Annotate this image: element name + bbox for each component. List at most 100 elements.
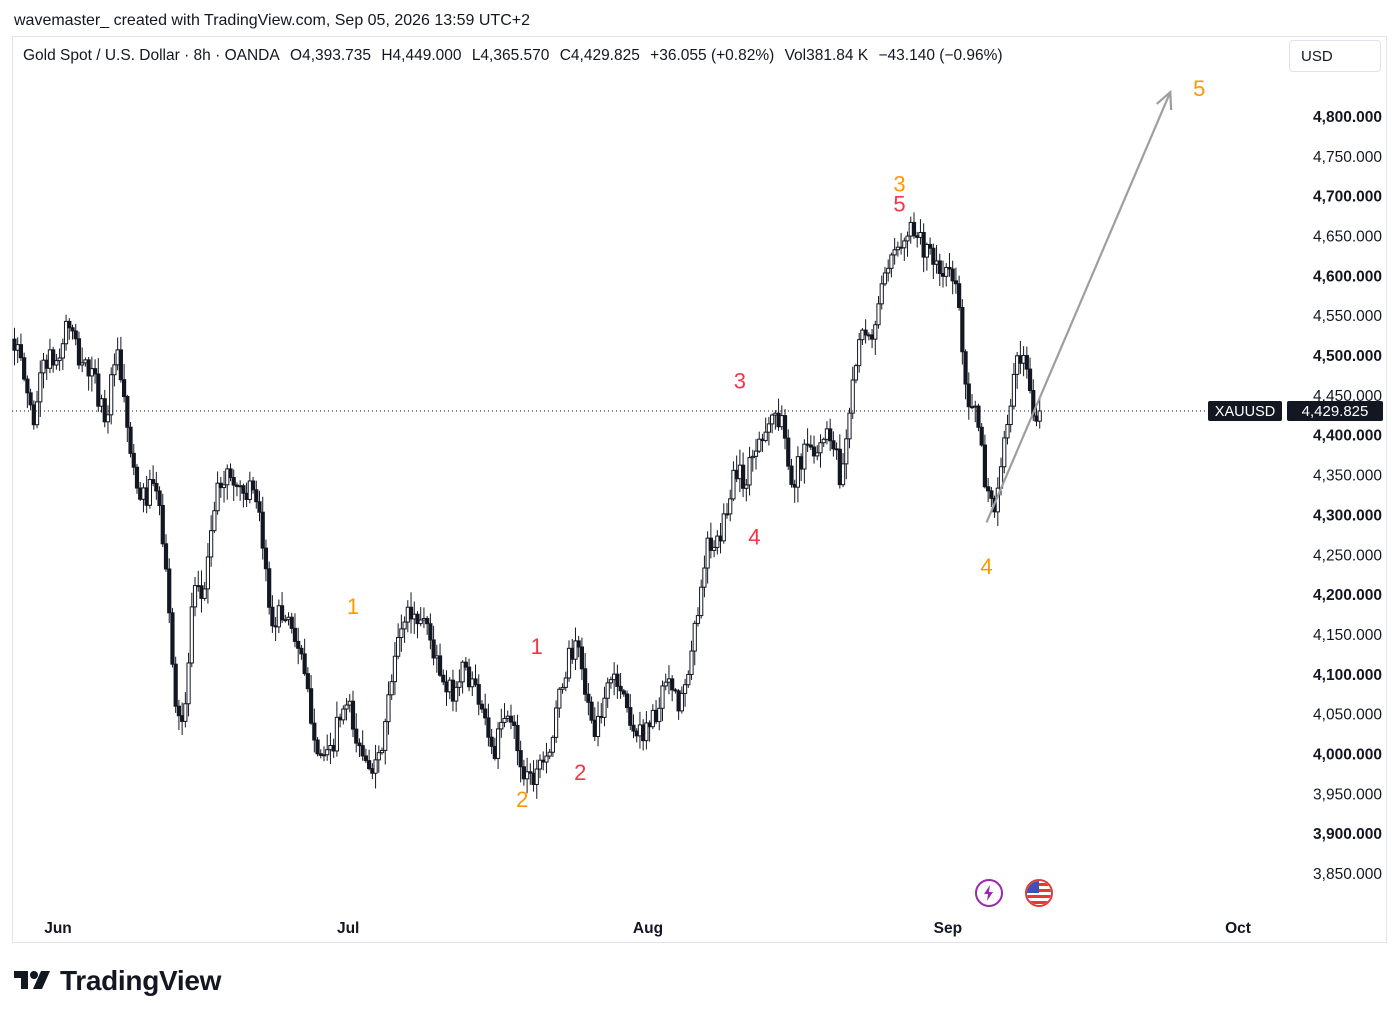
candle-body — [454, 686, 459, 702]
candle-body — [238, 485, 243, 488]
candle-body — [979, 426, 984, 446]
price-tag-label: 4,429.825 — [1302, 403, 1369, 420]
candle-body — [12, 338, 17, 351]
candle-body — [566, 647, 572, 679]
chart-credit: wavemaster_ created with TradingView.com… — [14, 12, 530, 29]
lightning-icon[interactable] — [975, 879, 1003, 907]
candle-body — [711, 546, 717, 551]
candle-body — [186, 662, 191, 705]
candle-body — [889, 254, 894, 269]
candle-body — [205, 556, 211, 590]
candle-body — [763, 431, 768, 442]
candle-body — [425, 617, 430, 625]
candle-body — [628, 707, 633, 726]
candle-body — [966, 383, 971, 408]
candle-body — [608, 679, 614, 684]
candle-body — [586, 693, 591, 703]
candle-body — [1005, 424, 1010, 439]
candle-body — [747, 457, 752, 486]
candle-body — [476, 684, 481, 705]
candle-body — [83, 359, 88, 364]
tradingview-brand[interactable]: TradingView — [14, 965, 221, 997]
wave-label-red: 3 — [734, 369, 746, 394]
candle-body — [28, 392, 33, 406]
candle-body — [157, 490, 162, 506]
candle-body — [563, 677, 568, 688]
candle-body — [363, 755, 368, 762]
candle-body — [247, 480, 252, 500]
candle-body — [892, 249, 897, 256]
candle-body — [502, 717, 507, 723]
candle-body — [799, 456, 804, 470]
candle-body — [734, 469, 739, 480]
y-tick-label: 4,000.000 — [1313, 746, 1382, 763]
candle-body — [866, 334, 871, 337]
candle-body — [250, 480, 256, 491]
candle-body — [196, 585, 201, 588]
candle-body — [689, 650, 694, 675]
candle-body — [383, 721, 388, 751]
candle-body — [144, 487, 149, 506]
candle-body — [163, 543, 169, 570]
projection-arrow[interactable] — [985, 91, 1172, 523]
candle-body — [1021, 355, 1026, 364]
candle-body — [618, 685, 623, 692]
x-tick-label: Aug — [633, 920, 663, 937]
candle-body — [731, 469, 736, 500]
candle-body — [338, 716, 343, 721]
candle-body — [437, 655, 443, 676]
candle-body — [631, 724, 636, 732]
candle-body — [528, 771, 533, 774]
candle-body — [902, 240, 907, 249]
candle-body — [263, 547, 269, 570]
candle-body — [592, 719, 597, 737]
candle-body — [318, 753, 323, 756]
candle-body — [321, 754, 327, 757]
candle-body — [957, 283, 962, 308]
candle-body — [721, 513, 726, 542]
candle-body — [715, 535, 720, 548]
candle-body — [189, 606, 194, 664]
candle-body — [737, 464, 742, 480]
candle-body — [308, 688, 314, 724]
candle-body — [840, 463, 846, 486]
candle-body — [518, 750, 523, 768]
candle-body — [22, 357, 27, 380]
candle-body — [692, 622, 697, 652]
candle-body — [1008, 405, 1013, 426]
candle-body — [441, 674, 446, 683]
candle-body — [947, 266, 952, 270]
candle-body — [537, 759, 543, 770]
candle-body — [302, 653, 307, 675]
y-tick-label: 3,950.000 — [1313, 786, 1382, 803]
y-tick-label: 4,300.000 — [1313, 507, 1382, 524]
candle-body — [334, 716, 339, 752]
candle-body — [347, 700, 352, 706]
candle-body — [921, 231, 926, 258]
price-tag-bg — [1287, 400, 1383, 421]
candle-body — [270, 606, 275, 627]
y-tick-label: 4,750.000 — [1313, 149, 1382, 166]
candle-body — [279, 605, 285, 621]
candle-body — [931, 247, 936, 265]
symbol-title[interactable]: Gold Spot / U.S. Dollar · 8h · OANDA — [23, 47, 280, 64]
candle-body — [47, 349, 53, 369]
candle-body — [25, 378, 30, 394]
candle-body — [583, 668, 588, 695]
candle-body — [34, 401, 40, 426]
candle-body — [292, 627, 298, 642]
y-tick-label: 4,500.000 — [1313, 348, 1382, 365]
candle-body — [299, 647, 304, 655]
candle-body — [944, 266, 949, 277]
candle-body — [908, 221, 913, 237]
candle-body — [412, 613, 417, 620]
currency-selector[interactable]: USD — [1289, 40, 1381, 72]
candle-body — [260, 511, 265, 549]
candle-body — [357, 742, 362, 747]
candle-body — [70, 327, 75, 332]
candle-body — [641, 724, 646, 742]
candle-body — [431, 639, 436, 659]
us-flag-icon[interactable] — [1025, 879, 1053, 907]
candle-body — [708, 537, 713, 551]
